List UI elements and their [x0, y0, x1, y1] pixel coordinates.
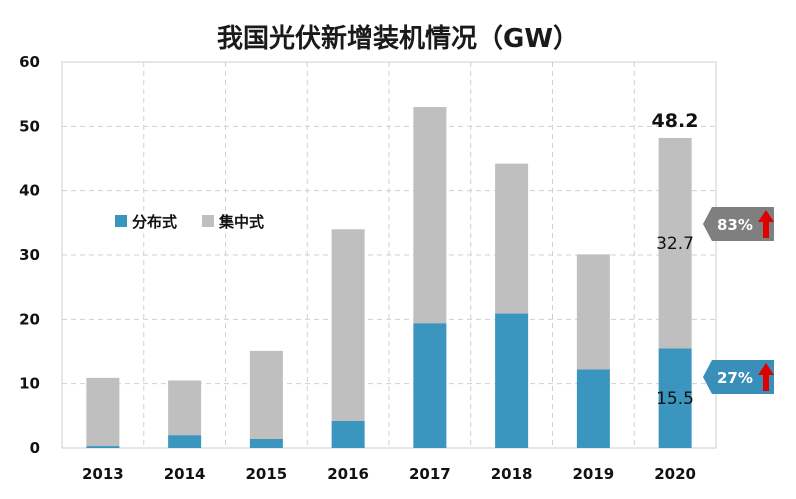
x-tick-label: 2014	[164, 465, 206, 483]
bar-central-2017	[413, 107, 447, 324]
chart-title: 我国光伏新增装机情况（GW）	[216, 24, 580, 54]
distributed-share-callout: 27%	[703, 360, 774, 394]
x-tick-label: 2018	[491, 465, 533, 483]
central-label-2020: 32.7	[656, 234, 694, 254]
up-arrow-icon	[758, 210, 774, 238]
legend-label-central: 集中式	[218, 213, 264, 231]
central-share-text: 83%	[717, 216, 753, 234]
x-tick-label: 2019	[573, 465, 615, 483]
x-tick-label: 2013	[82, 465, 124, 483]
distributed-share-text: 27%	[717, 369, 753, 387]
legend-swatch-distributed	[115, 215, 127, 227]
legend-label-distributed: 分布式	[132, 213, 177, 231]
central-share-box	[703, 207, 774, 241]
bar-distributed-2017	[413, 323, 447, 448]
x-tick-label: 2015	[246, 465, 288, 483]
bar-central-2014	[168, 380, 202, 436]
y-tick-label: 40	[19, 182, 40, 200]
x-tick-label: 2020	[654, 465, 696, 483]
distributed-share-box	[703, 360, 774, 394]
y-tick-label: 0	[30, 439, 40, 457]
bar-distributed-2018	[495, 313, 529, 448]
y-tick-label: 60	[19, 53, 40, 71]
y-tick-label: 20	[19, 310, 40, 328]
x-tick-label: 2017	[409, 465, 451, 483]
distributed-label-2020: 15.5	[656, 389, 694, 409]
y-tick-label: 50	[19, 117, 40, 135]
bar-central-2015	[249, 350, 283, 439]
bar-central-2019	[576, 254, 610, 370]
bar-distributed-2019	[576, 369, 610, 448]
up-arrow-icon	[758, 363, 774, 391]
y-tick-label: 10	[19, 375, 40, 393]
bar-central-2013	[86, 377, 120, 447]
total-label-2020: 48.2	[652, 110, 699, 132]
bar-central-2020	[658, 137, 692, 349]
bar-distributed-2014	[168, 435, 202, 448]
bar-central-2018	[495, 163, 529, 314]
bar-distributed-2013	[86, 446, 120, 448]
bar-distributed-2015	[249, 438, 283, 448]
central-share-callout: 83%	[703, 207, 774, 241]
x-tick-label: 2016	[327, 465, 369, 483]
bar-distributed-2020	[658, 348, 692, 448]
y-tick-label: 30	[19, 246, 40, 264]
legend: 分布式 集中式	[115, 213, 264, 231]
bar-central-2016	[331, 229, 365, 421]
legend-swatch-central	[202, 215, 214, 227]
bar-distributed-2016	[331, 420, 365, 448]
